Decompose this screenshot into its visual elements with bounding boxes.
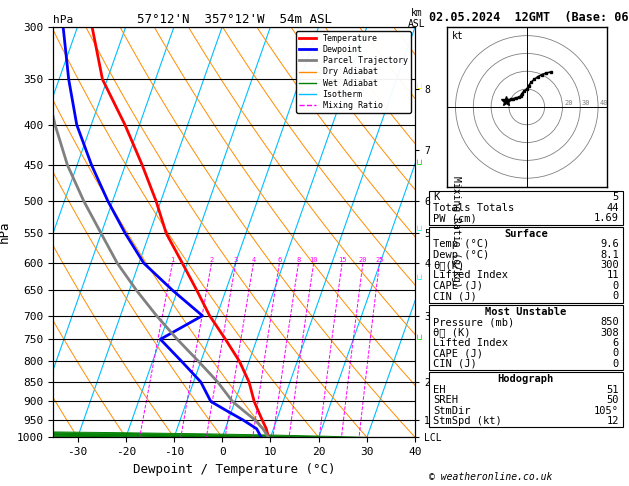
Text: 3: 3 [233, 257, 238, 263]
Text: └┘: └┘ [415, 335, 425, 344]
Text: Lifted Index: Lifted Index [433, 338, 508, 348]
Text: 8: 8 [296, 257, 301, 263]
Text: 6: 6 [613, 338, 619, 348]
Text: 300: 300 [600, 260, 619, 270]
Text: StmDir: StmDir [433, 405, 470, 416]
Text: 30: 30 [582, 100, 591, 106]
Text: 0: 0 [613, 359, 619, 369]
Text: Surface: Surface [504, 229, 548, 239]
Text: 308: 308 [600, 328, 619, 338]
Text: └┘: └┘ [415, 160, 425, 170]
Text: 12: 12 [606, 416, 619, 426]
Text: km
ASL: km ASL [408, 8, 425, 29]
X-axis label: Dewpoint / Temperature (°C): Dewpoint / Temperature (°C) [133, 463, 335, 476]
Text: └┘: └┘ [415, 226, 425, 235]
Text: 10: 10 [309, 257, 318, 263]
Text: 20: 20 [564, 100, 573, 106]
Text: 5: 5 [613, 192, 619, 203]
Text: hPa: hPa [53, 16, 74, 25]
Text: Hodograph: Hodograph [498, 374, 554, 384]
Text: θᴇ(K): θᴇ(K) [433, 260, 464, 270]
Text: StmSpd (kt): StmSpd (kt) [433, 416, 501, 426]
Text: 20: 20 [359, 257, 367, 263]
Text: 15: 15 [338, 257, 347, 263]
Y-axis label: hPa: hPa [0, 221, 11, 243]
Text: EH: EH [433, 385, 445, 395]
Text: CIN (J): CIN (J) [433, 359, 477, 369]
Text: 11: 11 [606, 270, 619, 280]
Text: 44: 44 [606, 203, 619, 213]
Text: © weatheronline.co.uk: © weatheronline.co.uk [429, 472, 552, 482]
Text: 1: 1 [170, 257, 175, 263]
Title: 57°12'N  357°12'W  54m ASL: 57°12'N 357°12'W 54m ASL [136, 13, 332, 26]
Text: 105°: 105° [594, 405, 619, 416]
Text: 25: 25 [376, 257, 384, 263]
Y-axis label: Mixing Ratio (g/kg): Mixing Ratio (g/kg) [451, 176, 461, 288]
Text: └┘: └┘ [415, 85, 425, 93]
Text: SREH: SREH [433, 395, 458, 405]
Text: kt: kt [452, 31, 464, 41]
Text: PW (cm): PW (cm) [433, 213, 477, 224]
Text: K: K [433, 192, 439, 203]
Text: 50: 50 [606, 395, 619, 405]
Text: θᴇ (K): θᴇ (K) [433, 328, 470, 338]
Text: Pressure (mb): Pressure (mb) [433, 317, 514, 327]
Text: 850: 850 [600, 317, 619, 327]
Text: CAPE (J): CAPE (J) [433, 348, 482, 359]
Text: 0: 0 [613, 281, 619, 291]
Text: 2: 2 [209, 257, 214, 263]
Text: Most Unstable: Most Unstable [485, 307, 567, 317]
Text: 0: 0 [613, 292, 619, 301]
Text: CAPE (J): CAPE (J) [433, 281, 482, 291]
Text: Totals Totals: Totals Totals [433, 203, 514, 213]
Text: 51: 51 [606, 385, 619, 395]
Text: └┘: └┘ [415, 275, 425, 284]
Text: Temp (°C): Temp (°C) [433, 239, 489, 249]
Text: 8.1: 8.1 [600, 250, 619, 260]
Text: 0: 0 [613, 348, 619, 359]
Text: 4: 4 [252, 257, 255, 263]
Text: 6: 6 [277, 257, 282, 263]
Text: Lifted Index: Lifted Index [433, 270, 508, 280]
Text: 9.6: 9.6 [600, 239, 619, 249]
Text: CIN (J): CIN (J) [433, 292, 477, 301]
Legend: Temperature, Dewpoint, Parcel Trajectory, Dry Adiabat, Wet Adiabat, Isotherm, Mi: Temperature, Dewpoint, Parcel Trajectory… [296, 31, 411, 113]
Text: 1.69: 1.69 [594, 213, 619, 224]
Text: 02.05.2024  12GMT  (Base: 06): 02.05.2024 12GMT (Base: 06) [429, 11, 629, 24]
Text: Dewp (°C): Dewp (°C) [433, 250, 489, 260]
Text: 40: 40 [600, 100, 608, 106]
